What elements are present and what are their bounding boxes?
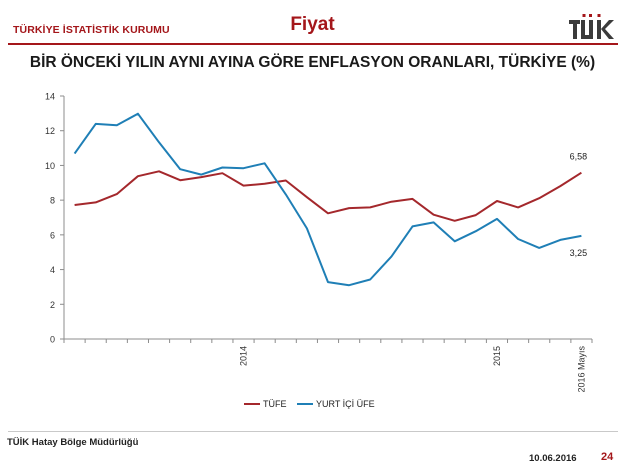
- x-tick-label: 2014: [239, 346, 249, 366]
- report-date: 10.06.2016: [529, 453, 577, 464]
- legend-label: TÜFE: [263, 399, 287, 409]
- legend-item-yurt-ici-ufe: YURT İÇİ ÜFE: [297, 399, 375, 409]
- x-tick-label: 2016 Mayıs: [576, 346, 586, 393]
- y-tick-label: 10: [45, 161, 55, 171]
- regional-office-name: TÜİK Hatay Bölge Müdürlüğü: [7, 437, 139, 448]
- tuik-logo: [569, 14, 614, 39]
- x-tick-label: 2015: [492, 346, 502, 366]
- section-title: Fiyat: [290, 14, 335, 35]
- organization-name: TÜRKİYE İSTATİSTİK KURUMU: [13, 24, 170, 36]
- y-tick-label: 4: [50, 265, 55, 275]
- y-tick-label: 2: [50, 300, 55, 310]
- footer-divider: [8, 431, 618, 432]
- data-label: 3,25: [570, 248, 588, 258]
- legend-label: YURT İÇİ ÜFE: [316, 399, 375, 409]
- y-tick-label: 6: [50, 230, 55, 240]
- series-line-yurt-ici-ufe: [73, 112, 582, 287]
- y-tick-label: 0: [50, 335, 55, 345]
- chart-title: BİR ÖNCEKİ YILIN AYNI AYINA GÖRE ENFLASY…: [29, 54, 596, 71]
- y-tick-label: 12: [45, 126, 55, 136]
- series-line-tufe: [74, 170, 582, 222]
- y-tick-label: 8: [50, 196, 55, 206]
- page-number: 24: [601, 451, 614, 463]
- y-tick-label: 14: [45, 92, 55, 102]
- legend-item-tufe: TÜFE: [244, 399, 287, 409]
- data-label: 6,58: [570, 152, 588, 162]
- header-divider: [8, 43, 618, 45]
